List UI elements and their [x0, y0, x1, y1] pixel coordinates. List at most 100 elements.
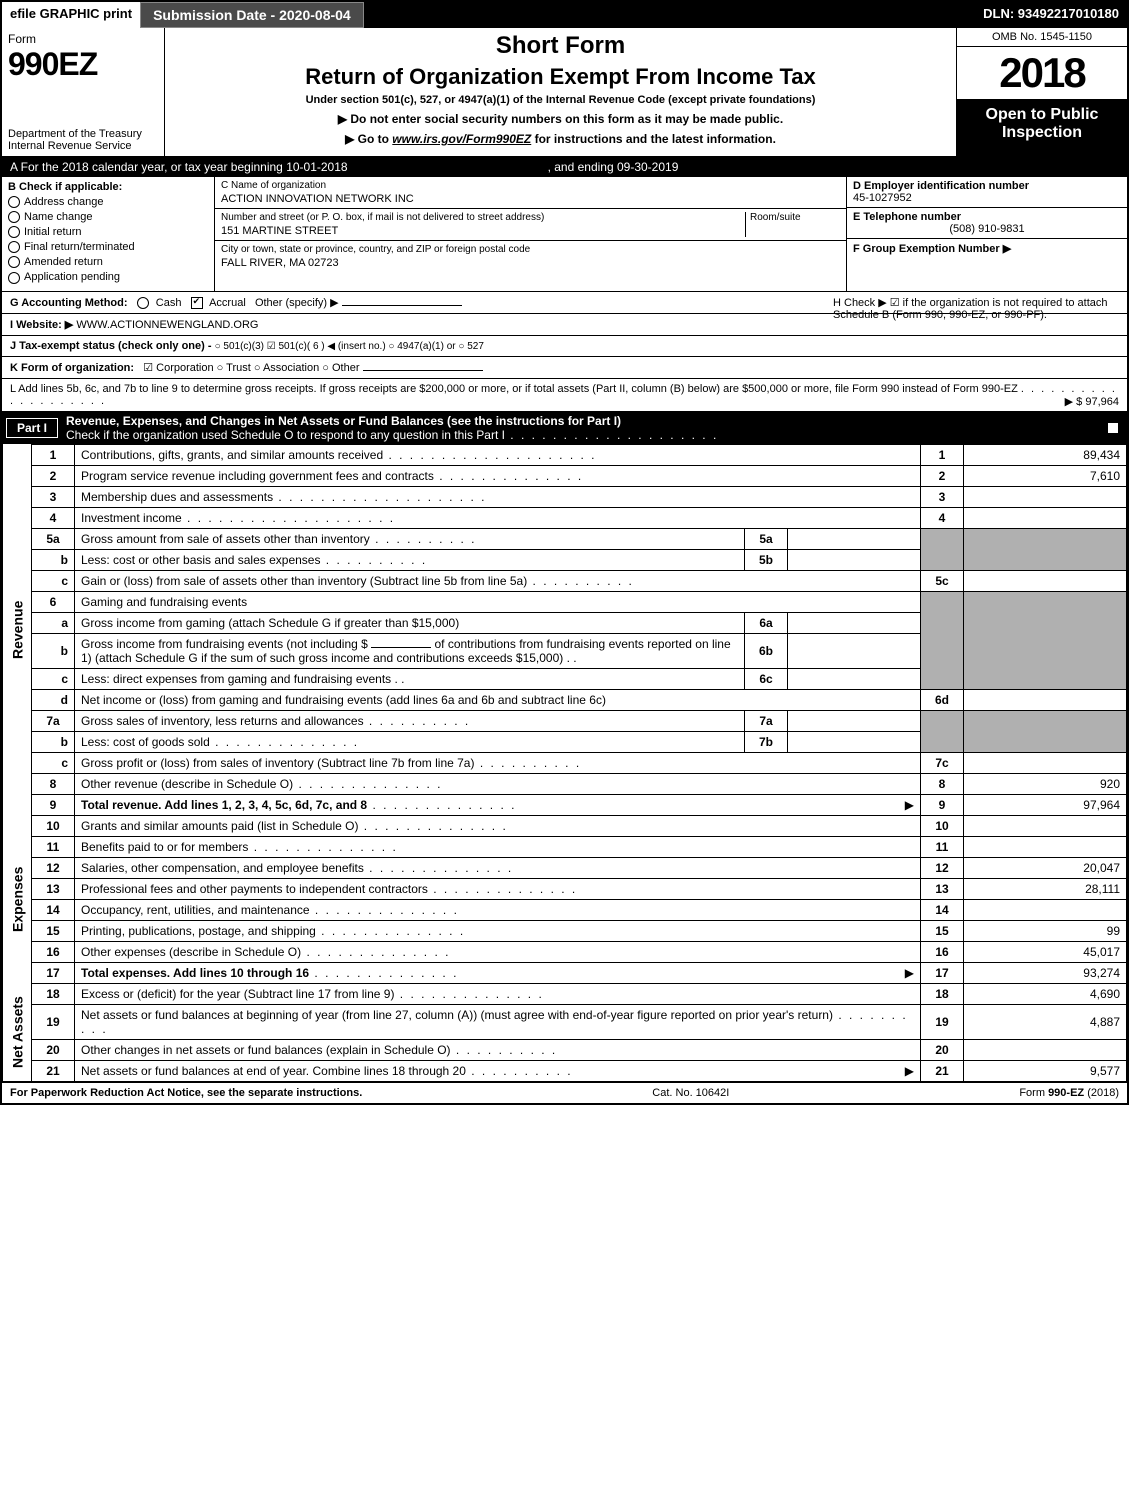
spacer [364, 2, 975, 28]
l20-desc: Other changes in net assets or fund bala… [75, 1039, 921, 1060]
l17-num: 17 [921, 962, 964, 983]
inst2-post: for instructions and the latest informat… [531, 132, 776, 146]
g-cash-radio[interactable] [137, 297, 149, 309]
l1-desc: Contributions, gifts, grants, and simila… [75, 444, 921, 465]
l20-num: 20 [921, 1039, 964, 1060]
ein-label: D Employer identification number [853, 180, 1121, 192]
l1-no: 1 [32, 444, 75, 465]
l2-val: 7,610 [964, 465, 1127, 486]
l5a-subval [788, 528, 921, 549]
inst2-pre: ▶ Go to [345, 132, 392, 146]
l19-desc: Net assets or fund balances at beginning… [75, 1004, 921, 1039]
org-city-label: City or town, state or province, country… [221, 244, 840, 255]
l9-no: 9 [32, 794, 75, 815]
form-header: Form 990EZ Department of the Treasury In… [2, 28, 1127, 157]
website-value: WWW.ACTIONNEWENGLAND.ORG [76, 319, 258, 331]
l17-no: 17 [32, 962, 75, 983]
l9-desc: Total revenue. Add lines 1, 2, 3, 4, 5c,… [75, 794, 921, 815]
l13-desc: Professional fees and other payments to … [75, 878, 921, 899]
l9-val: 97,964 [964, 794, 1127, 815]
l7b-no: b [32, 731, 75, 752]
l4-num: 4 [921, 507, 964, 528]
chk-name-change[interactable]: Name change [8, 211, 208, 223]
under-section: Under section 501(c), 527, or 4947(a)(1)… [173, 94, 948, 106]
l18-num: 18 [921, 983, 964, 1004]
short-form-title: Short Form [173, 32, 948, 60]
l21-num: 21 [921, 1060, 964, 1081]
g-other-input[interactable] [342, 305, 462, 306]
chk-amended-return[interactable]: Amended return [8, 256, 208, 268]
l6d-no: d [32, 689, 75, 710]
j-options: ○ 501(c)(3) ☑ 501(c)( 6 ) ◀ (insert no.)… [215, 341, 484, 352]
l9-num: 9 [921, 794, 964, 815]
l3-num: 3 [921, 486, 964, 507]
org-addr-row: Number and street (or P. O. box, if mail… [215, 209, 846, 241]
chk-application-pending[interactable]: Application pending [8, 271, 208, 283]
l15-no: 15 [32, 920, 75, 941]
shade-6v [964, 591, 1127, 689]
l15-desc: Printing, publications, postage, and shi… [75, 920, 921, 941]
l2-desc: Program service revenue including govern… [75, 465, 921, 486]
l5c-num: 5c [921, 570, 964, 591]
period-row: A For the 2018 calendar year, or tax yea… [2, 157, 1127, 177]
period-mid: , and ending [548, 160, 617, 174]
l18-no: 18 [32, 983, 75, 1004]
l5b-desc: Less: cost or other basis and sales expe… [75, 549, 745, 570]
l6b-no: b [32, 633, 75, 668]
l20-val [964, 1039, 1127, 1060]
chk-initial-return[interactable]: Initial return [8, 226, 208, 238]
info-right: D Employer identification number 45-1027… [846, 177, 1127, 291]
part-1-schedule-o-check[interactable] [1107, 422, 1119, 434]
shade-6 [921, 591, 964, 689]
shade-7v [964, 710, 1127, 752]
omb-number: OMB No. 1545-1150 [957, 28, 1127, 47]
l8-val: 920 [964, 773, 1127, 794]
header-right: OMB No. 1545-1150 2018 Open to Public In… [956, 28, 1127, 156]
org-name-row: C Name of organization ACTION INNOVATION… [215, 177, 846, 209]
chk-final-return[interactable]: Final return/terminated [8, 241, 208, 253]
expenses-sidebar: Expenses [3, 815, 32, 983]
irs-link[interactable]: www.irs.gov/Form990EZ [392, 132, 531, 146]
l11-desc: Benefits paid to or for members [75, 836, 921, 857]
open-public: Open to Public Inspection [957, 100, 1127, 156]
k-other-input[interactable] [363, 370, 483, 371]
l16-val: 45,017 [964, 941, 1127, 962]
g-accrual-check[interactable] [191, 297, 203, 309]
top-bar: efile GRAPHIC print Submission Date - 20… [2, 2, 1127, 28]
k-options: ☑ Corporation ○ Trust ○ Association ○ Ot… [143, 362, 359, 374]
phone-label: E Telephone number [853, 211, 1121, 223]
department-label: Department of the Treasury Internal Reve… [8, 128, 158, 152]
part-1-label: Part I [6, 418, 58, 438]
l7c-desc: Gross profit or (loss) from sales of inv… [75, 752, 921, 773]
l4-no: 4 [32, 507, 75, 528]
header-center: Short Form Return of Organization Exempt… [165, 28, 956, 156]
l14-val [964, 899, 1127, 920]
l10-val [964, 815, 1127, 836]
l7b-desc: Less: cost of goods sold [75, 731, 745, 752]
l8-no: 8 [32, 773, 75, 794]
l6c-sub: 6c [745, 668, 788, 689]
netassets-sidebar: Net Assets [3, 983, 32, 1081]
l6a-subval [788, 612, 921, 633]
l17-val: 93,274 [964, 962, 1127, 983]
tax-year: 2018 [957, 47, 1127, 100]
part-1-title: Revenue, Expenses, and Changes in Net As… [66, 414, 621, 428]
phone-value: (508) 910-9831 [853, 223, 1121, 235]
l10-num: 10 [921, 815, 964, 836]
l6b-subval [788, 633, 921, 668]
l6b-amount-input[interactable] [371, 647, 431, 648]
chk-address-change[interactable]: Address change [8, 196, 208, 208]
l6a-no: a [32, 612, 75, 633]
l3-no: 3 [32, 486, 75, 507]
l11-no: 11 [32, 836, 75, 857]
form-page: efile GRAPHIC print Submission Date - 20… [0, 0, 1129, 1105]
l7c-val [964, 752, 1127, 773]
section-b: B Check if applicable: Address change Na… [2, 177, 215, 291]
footer: For Paperwork Reduction Act Notice, see … [2, 1082, 1127, 1103]
efile-label: efile GRAPHIC print [2, 2, 140, 28]
l5a-sub: 5a [745, 528, 788, 549]
l6c-subval [788, 668, 921, 689]
l15-val: 99 [964, 920, 1127, 941]
l7c-no: c [32, 752, 75, 773]
footer-right: Form 990-EZ (2018) [1019, 1087, 1119, 1099]
